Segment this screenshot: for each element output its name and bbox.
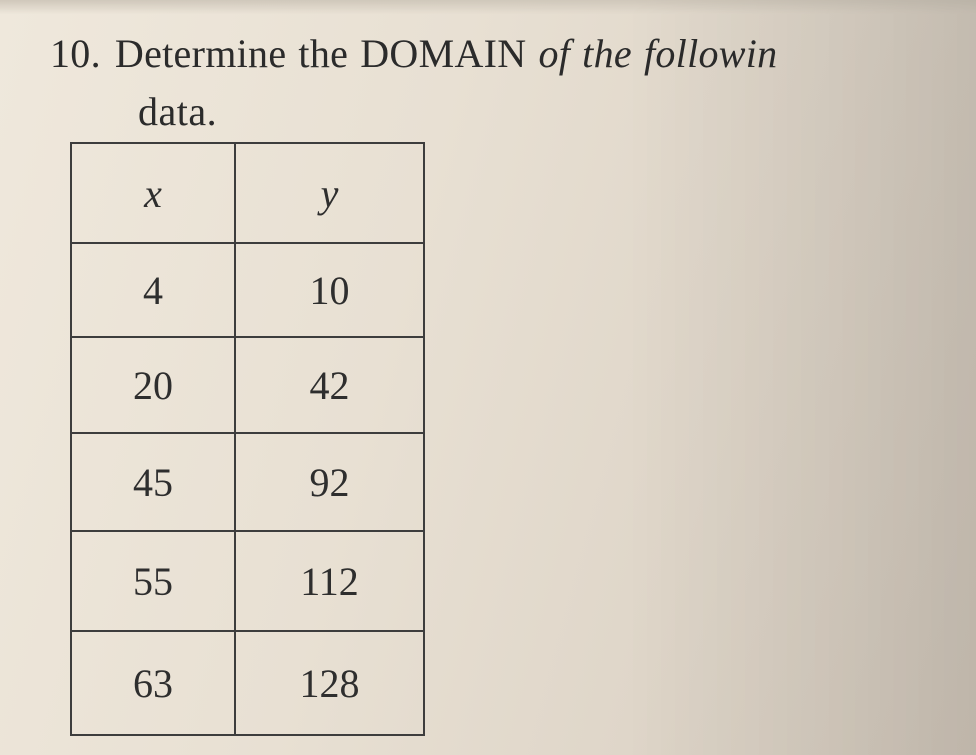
table-header-x: x [71, 143, 235, 243]
page-top-shadow [0, 0, 976, 14]
table-row: 45 92 [71, 433, 424, 531]
question-word-determine: Determine [115, 30, 287, 78]
table-cell-x: 45 [71, 433, 235, 531]
question-line-1: 10. Determine the DOMAIN of the followin [50, 30, 946, 78]
table-cell-y: 92 [235, 433, 424, 531]
question-word-domain: DOMAIN [360, 30, 526, 78]
table-row: 55 112 [71, 531, 424, 631]
question-word-the-2: the [582, 30, 632, 78]
table-row: 63 128 [71, 631, 424, 735]
table-cell-y: 10 [235, 243, 424, 337]
table-cell-y: 128 [235, 631, 424, 735]
question-number: 10. [50, 30, 101, 78]
table-header-row: x y [71, 143, 424, 243]
table-cell-x: 55 [71, 531, 235, 631]
table-cell-y: 42 [235, 337, 424, 433]
table-row: 20 42 [71, 337, 424, 433]
question-word-of: of [538, 30, 570, 78]
table-row: 4 10 [71, 243, 424, 337]
table-cell-x: 20 [71, 337, 235, 433]
table-cell-y: 112 [235, 531, 424, 631]
question-line-2: data. [138, 88, 946, 136]
question-word-the-1: the [298, 30, 348, 78]
data-table-wrapper: x y 4 10 20 42 45 92 55 112 63 128 [70, 142, 946, 736]
table-cell-x: 4 [71, 243, 235, 337]
table-cell-x: 63 [71, 631, 235, 735]
data-table: x y 4 10 20 42 45 92 55 112 63 128 [70, 142, 425, 736]
worksheet-page: 10. Determine the DOMAIN of the followin… [0, 0, 976, 755]
question-word-followin: followin [644, 30, 778, 78]
table-header-y: y [235, 143, 424, 243]
